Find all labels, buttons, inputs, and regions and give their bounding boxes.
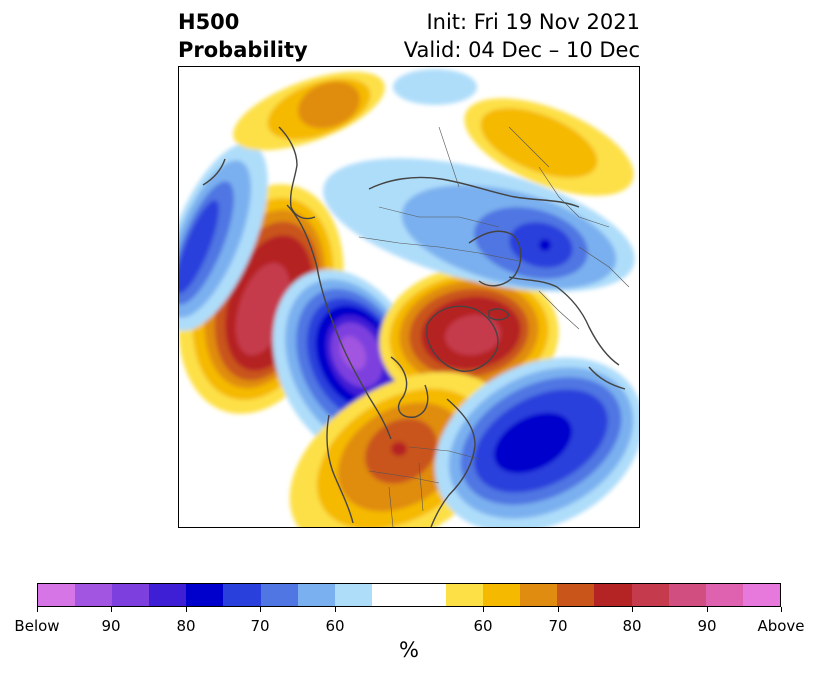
- colorbar-tick-label: 90: [697, 617, 717, 635]
- colorbar-tick: [186, 607, 187, 612]
- coast-greenland: [426, 305, 499, 372]
- coast-hudson: [390, 356, 429, 418]
- title-right: Init: Fri 19 Nov 2021 Valid: 04 Dec – 10…: [340, 8, 640, 64]
- colorbar-tick: [111, 607, 112, 612]
- colorbar-tick: [707, 607, 708, 612]
- colorbar-tick-label: 80: [176, 617, 196, 635]
- colorbar-segment: [668, 584, 706, 606]
- colorbar-segment: [297, 584, 335, 606]
- colorbar-tick-label: 80: [622, 617, 642, 635]
- colorbar-segment: [483, 584, 521, 606]
- coast-west-us: [326, 414, 354, 524]
- colorbar-tick-label: Above: [757, 617, 805, 635]
- colorbar-tick: [37, 607, 38, 612]
- valid-range: Valid: 04 Dec – 10 Dec: [403, 38, 640, 62]
- colorbar-tick-label: 70: [250, 617, 270, 635]
- colorbar-tick-label: 90: [101, 617, 121, 635]
- colorbar-tick-label: 70: [548, 617, 568, 635]
- anomaly-arctic-below: [393, 69, 477, 105]
- coast-alaska: [286, 204, 392, 440]
- coast-med: [588, 366, 626, 390]
- borders: [358, 126, 630, 527]
- anomaly-east-siberia-above: [233, 71, 385, 151]
- colorbar-tick-label: 60: [325, 617, 345, 635]
- colorbar-unit: %: [399, 638, 419, 662]
- colorbar-segment: [594, 584, 632, 606]
- colorbar-tick-label: 60: [473, 617, 493, 635]
- colorbar-segment: [223, 584, 261, 606]
- colorbar-tick: [558, 607, 559, 612]
- colorbar-segment: [186, 584, 224, 606]
- colorbar-segment: [371, 584, 409, 606]
- coast-siberia: [278, 126, 316, 220]
- coast-japan: [202, 158, 226, 186]
- colorbar: [37, 583, 781, 607]
- coast-scandinavia: [468, 230, 522, 287]
- colorbar-segment: [557, 584, 595, 606]
- colorbar-tick: [781, 607, 782, 612]
- colorbar-segment: [38, 584, 76, 606]
- coast-asia-north: [368, 176, 580, 208]
- colorbar-segment: [742, 584, 780, 606]
- anomaly-central-asia-above: [464, 98, 634, 196]
- anomaly-west-atlantic-below: [434, 357, 639, 527]
- colorbar-tick: [483, 607, 484, 612]
- anomaly-field: [179, 69, 639, 527]
- colorbar-segment: [705, 584, 743, 606]
- coast-europe: [508, 276, 620, 366]
- title-product: Probability: [178, 38, 308, 62]
- colorbar-segment: [334, 584, 372, 606]
- map-svg: [179, 67, 639, 527]
- coast-east-us: [430, 398, 476, 527]
- coast-iceland: [488, 308, 510, 321]
- colorbar-tick: [632, 607, 633, 612]
- init-date: Init: Fri 19 Nov 2021: [426, 10, 640, 34]
- colorbar-segment: [446, 584, 484, 606]
- coastlines: [202, 126, 626, 527]
- colorbar-tick: [260, 607, 261, 612]
- colorbar-tick: [335, 607, 336, 612]
- colorbar-segment: [149, 584, 187, 606]
- anomaly-northern-europe-below: [323, 158, 635, 292]
- colorbar-tick-label: Below: [14, 617, 60, 635]
- title-left: H500 Probability: [178, 8, 308, 64]
- colorbar-segment: [520, 584, 558, 606]
- title-variable: H500: [178, 10, 240, 34]
- colorbar-segment: [260, 584, 298, 606]
- map-panel: [178, 66, 640, 528]
- anomaly-west-pacific-below: [179, 143, 268, 331]
- colorbar-segment: [75, 584, 113, 606]
- anomaly-north-atlantic-above: [379, 266, 559, 408]
- colorbar-segment: [408, 584, 447, 606]
- colorbar-segment: [631, 584, 669, 606]
- colorbar-segment: [112, 584, 150, 606]
